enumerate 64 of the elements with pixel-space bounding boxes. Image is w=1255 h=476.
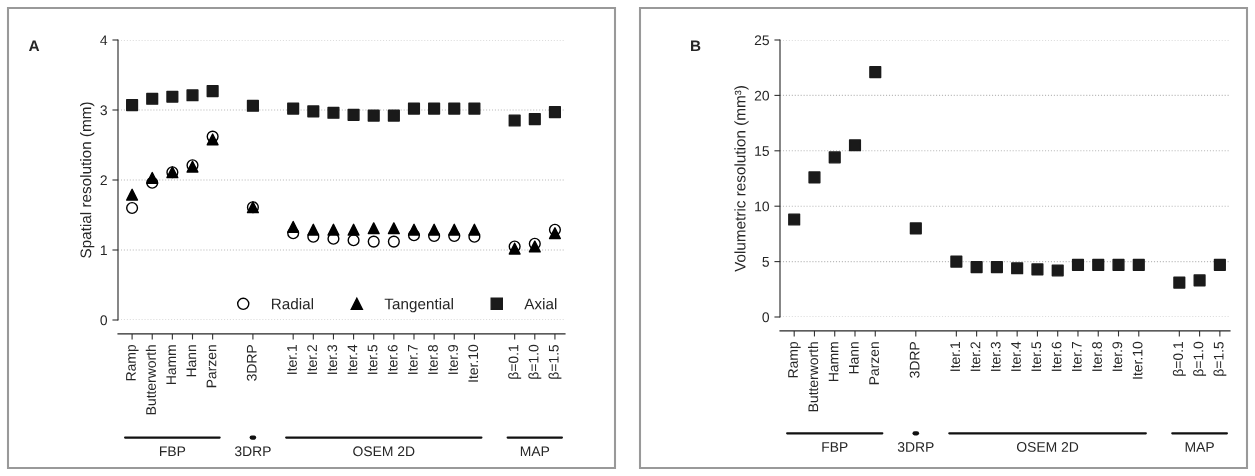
x-tick-label: β=1.0 [528, 344, 542, 379]
x-tick-label: Iter.4 [1011, 341, 1021, 371]
text: MAP [1185, 442, 1214, 452]
chart-title: A [28, 40, 40, 52]
y-tick-label: 10 [755, 201, 770, 212]
x-tick-label: Iter.6 [387, 344, 398, 374]
x-tick-label: Iter.9 [448, 344, 458, 374]
x-tick-label: Iter.4 [347, 344, 358, 374]
x-tick-label: Hamm [166, 345, 177, 385]
x-tick-label: Iter.5 [1031, 341, 1042, 371]
legend-label: Radial [271, 298, 314, 310]
y-tick-label: 15 [755, 146, 769, 156]
text: 3DRP [234, 446, 271, 457]
x-tick-label: Ramp [788, 341, 801, 378]
y-tick-label: 2 [100, 175, 107, 186]
x-tick-label: β=1.0 [1193, 341, 1207, 376]
x-tick-label: 3DRP [246, 345, 257, 381]
y-tick-label: 0 [100, 315, 108, 326]
x-tick-label: Parzen [206, 345, 217, 388]
x-tick-label: Iter.10 [1132, 341, 1143, 379]
x-tick-label: Hann [849, 342, 859, 374]
x-tick-label: Iter.2 [307, 345, 318, 374]
text: OSEM 2D [353, 446, 415, 457]
x-tick-label: Iter.1 [950, 341, 961, 371]
x-tick-label: Iter.6 [1051, 341, 1062, 371]
y-tick-label: 4 [100, 35, 108, 46]
x-tick-label: β=0.1 [508, 344, 522, 379]
y-tick-label: 5 [762, 257, 769, 267]
text: MAP [520, 446, 550, 457]
y-tick-label: 20 [754, 90, 770, 101]
text: FBP [822, 442, 848, 452]
x-tick-label: Butterworth [807, 342, 819, 412]
text: FBP [160, 446, 186, 457]
legend-label: Axial [524, 298, 557, 310]
x-tick-label: Iter.8 [428, 344, 438, 374]
legend-label: Tangential [384, 298, 453, 313]
x-tick-label: Ramp [126, 344, 139, 381]
text: 3DRP [897, 442, 934, 452]
x-tick-label: Iter.5 [367, 344, 378, 374]
x-tick-label: Iter.10 [468, 344, 479, 382]
x-tick-label: Iter.2 [970, 342, 981, 371]
text: OSEM 2D [1016, 442, 1079, 452]
x-tick-label: Iter.3 [327, 344, 338, 374]
x-tick-label: Iter.7 [1072, 342, 1082, 371]
y-axis-title: Spatial resolution (mm) [80, 102, 95, 258]
x-tick-label: Parzen [869, 342, 879, 385]
chart-title: B [691, 40, 701, 52]
x-tick-label: Hamm [828, 342, 839, 382]
y-tick-label: 25 [754, 35, 769, 46]
x-tick-label: 3DRP [909, 342, 920, 378]
x-tick-label: Iter.1 [287, 344, 297, 374]
x-tick-label: β=0.1 [1172, 341, 1186, 376]
x-tick-label: Hann [186, 345, 197, 377]
x-tick-label: Butterworth [145, 345, 156, 415]
x-tick-label: Iter.7 [408, 345, 418, 374]
x-tick-label: Iter.3 [990, 341, 1001, 371]
y-axis-title: Volumetric resolution (mm³) [734, 86, 749, 272]
x-tick-label: Iter.8 [1092, 341, 1102, 371]
y-tick-label: 0 [762, 312, 770, 323]
x-tick-label: β=1.5 [548, 344, 562, 379]
y-tick-label: 3 [100, 105, 107, 116]
x-tick-label: β=1.5 [1213, 341, 1227, 376]
y-tick-label: 1 [100, 245, 107, 256]
x-tick-label: Iter.9 [1112, 341, 1123, 371]
